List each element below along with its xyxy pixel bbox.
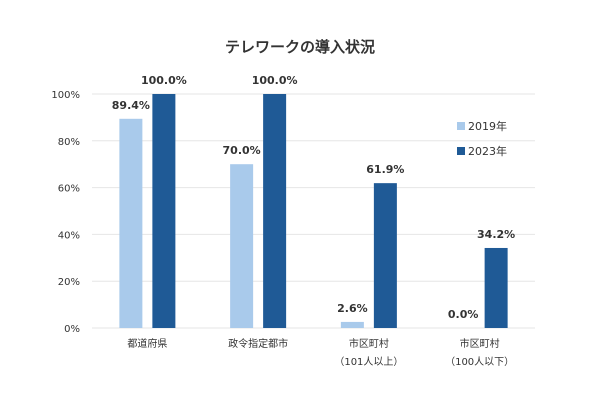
data-labels: 89.4% 100.0% 70.0% 100.0% 2.6% 61.9% 0.0% 34.2%: [112, 74, 515, 321]
legend-swatch: [457, 147, 465, 155]
category-label: 市区町村: [349, 337, 389, 350]
data-label: 100.0%: [252, 74, 298, 87]
data-label: 61.9%: [366, 163, 404, 176]
category-labels: 都道府県 政令指定都市 市区町村 （101人以上） 市区町村 （100人以下）: [127, 337, 514, 368]
bar: [230, 164, 254, 328]
bar: [152, 94, 176, 328]
bar: [484, 247, 508, 328]
chart-title: テレワークの導入状況: [225, 38, 375, 56]
data-label: 100.0%: [141, 74, 187, 87]
legend-label: 2023年: [468, 144, 507, 158]
legend-label: 2019年: [468, 119, 507, 133]
bars: [119, 94, 508, 328]
data-label: 0.0%: [448, 308, 479, 321]
bar: [340, 321, 364, 328]
bar: [263, 94, 287, 328]
data-label: 2.6%: [337, 302, 368, 315]
y-tick-label: 60%: [58, 184, 80, 195]
bar: [373, 183, 397, 328]
bar: [119, 118, 143, 328]
y-tick-label: 80%: [58, 137, 80, 148]
category-label: 市区町村: [460, 337, 500, 350]
category-label: （101人以上）: [334, 356, 403, 368]
category-label: 都道府県: [127, 337, 167, 350]
y-tick-label: 0%: [64, 324, 80, 335]
data-label: 34.2%: [477, 228, 515, 241]
data-label: 89.4%: [112, 99, 150, 112]
category-label: 政令指定都市: [228, 337, 288, 350]
y-tick-label: 100%: [51, 90, 80, 101]
y-tick-label: 20%: [58, 277, 80, 288]
y-tick-label: 40%: [58, 230, 80, 241]
legend-swatch: [457, 122, 465, 130]
y-axis-ticks: 0% 20% 40% 60% 80% 100%: [51, 90, 80, 335]
category-label: （100人以下）: [445, 356, 514, 368]
legend: 2019年 2023年: [457, 119, 507, 158]
data-label: 70.0%: [223, 144, 261, 157]
